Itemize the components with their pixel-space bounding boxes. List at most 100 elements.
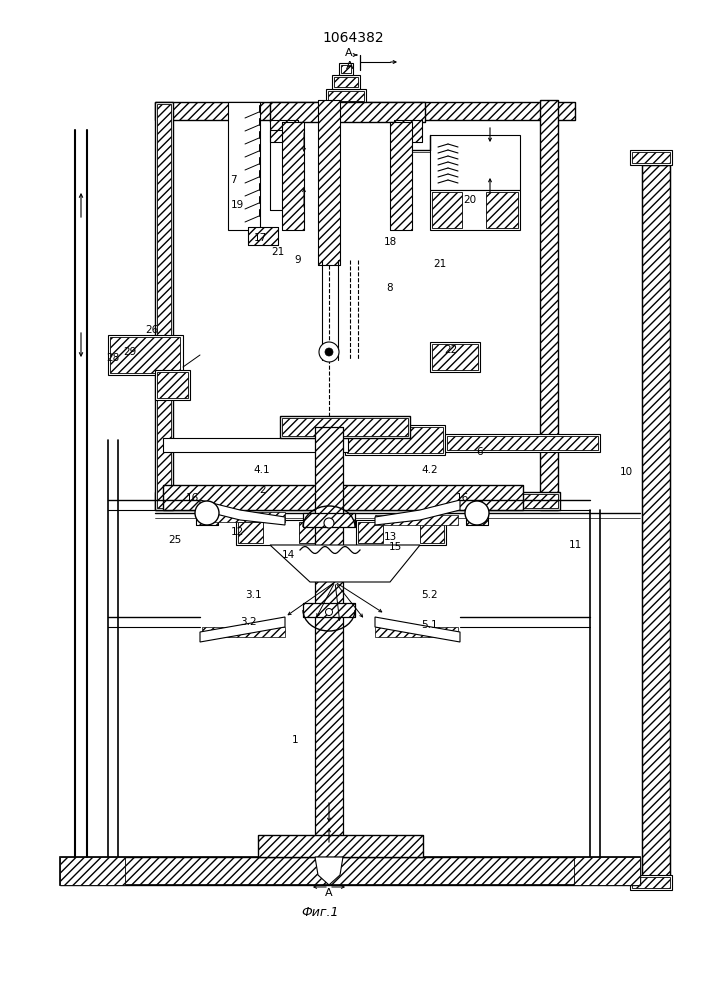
Bar <box>630 875 672 890</box>
Bar <box>540 100 558 510</box>
Bar <box>155 370 190 400</box>
Bar <box>270 102 425 122</box>
Bar <box>202 512 285 522</box>
Bar <box>390 122 412 230</box>
Bar <box>432 344 478 370</box>
Text: 6: 6 <box>477 447 484 457</box>
Text: Фиг.1: Фиг.1 <box>301 906 339 918</box>
Text: 26: 26 <box>146 325 158 335</box>
Bar <box>60 857 125 885</box>
Bar <box>432 192 462 228</box>
Bar <box>328 91 364 101</box>
Bar <box>447 436 598 450</box>
Bar <box>248 227 278 245</box>
Bar <box>238 522 263 543</box>
Bar <box>356 520 446 545</box>
Text: 17: 17 <box>253 233 267 243</box>
Bar <box>540 100 558 510</box>
Text: 12: 12 <box>230 527 244 537</box>
Bar <box>347 427 443 453</box>
Bar <box>270 120 298 142</box>
Text: 10: 10 <box>619 467 633 477</box>
Text: 4.2: 4.2 <box>421 465 438 475</box>
Text: 21: 21 <box>271 247 285 257</box>
Bar <box>108 335 183 375</box>
Bar <box>445 434 600 452</box>
Bar <box>60 857 640 885</box>
Bar <box>315 427 343 857</box>
Bar <box>163 485 523 510</box>
Text: 4.1: 4.1 <box>254 465 270 475</box>
Bar <box>375 515 458 525</box>
Bar <box>163 485 523 510</box>
Text: 21: 21 <box>433 259 447 269</box>
Polygon shape <box>375 617 460 642</box>
Bar <box>248 227 278 245</box>
Bar <box>303 603 355 617</box>
Text: 3.1: 3.1 <box>245 590 262 600</box>
Circle shape <box>325 348 333 356</box>
Bar <box>282 122 304 230</box>
Circle shape <box>325 608 332 615</box>
Bar <box>318 100 340 265</box>
Text: 15: 15 <box>388 542 402 552</box>
Bar <box>394 120 422 142</box>
Bar <box>326 89 366 103</box>
Bar <box>303 513 355 527</box>
Text: 22: 22 <box>445 345 457 355</box>
Text: 11: 11 <box>568 540 582 550</box>
Polygon shape <box>200 617 285 642</box>
Circle shape <box>319 342 339 362</box>
Bar <box>60 857 640 885</box>
Polygon shape <box>315 857 343 885</box>
Bar <box>258 835 423 857</box>
Bar <box>632 152 670 163</box>
Bar <box>258 835 423 857</box>
Text: 9: 9 <box>295 255 301 265</box>
Bar <box>339 63 353 75</box>
Bar <box>299 522 324 543</box>
Text: 1064382: 1064382 <box>322 31 384 45</box>
Text: 3.2: 3.2 <box>240 617 257 627</box>
Bar <box>574 857 640 885</box>
Bar <box>280 416 410 438</box>
Bar <box>282 418 408 436</box>
Text: A: A <box>346 61 354 71</box>
Bar <box>642 165 670 885</box>
Text: 5.1: 5.1 <box>421 620 438 630</box>
Bar <box>430 342 480 372</box>
Polygon shape <box>200 500 285 525</box>
Bar <box>157 372 188 398</box>
Bar <box>332 75 360 89</box>
Text: 19: 19 <box>230 200 244 210</box>
Bar <box>282 122 304 230</box>
Bar <box>334 77 358 87</box>
Text: 16: 16 <box>455 493 469 503</box>
Text: 20: 20 <box>463 195 477 205</box>
Text: 25: 25 <box>168 535 182 545</box>
Bar <box>430 190 520 230</box>
Bar <box>270 120 298 142</box>
Bar <box>155 102 575 120</box>
Text: 8: 8 <box>387 283 393 293</box>
Circle shape <box>324 518 334 528</box>
Text: 7: 7 <box>230 175 236 185</box>
Bar <box>420 522 444 543</box>
Bar <box>155 102 173 510</box>
Bar <box>375 627 458 637</box>
Bar <box>196 513 218 525</box>
Bar <box>394 120 422 142</box>
Polygon shape <box>375 500 460 525</box>
Bar <box>318 100 340 265</box>
Bar <box>315 427 343 857</box>
Bar <box>236 520 326 545</box>
Bar <box>466 513 488 525</box>
Bar <box>303 603 355 617</box>
Text: 18: 18 <box>383 237 397 247</box>
Bar <box>430 135 520 190</box>
Bar <box>155 492 560 510</box>
Bar <box>202 627 285 637</box>
Bar <box>157 104 171 508</box>
Text: 16: 16 <box>185 493 199 503</box>
Text: 28: 28 <box>106 353 119 363</box>
